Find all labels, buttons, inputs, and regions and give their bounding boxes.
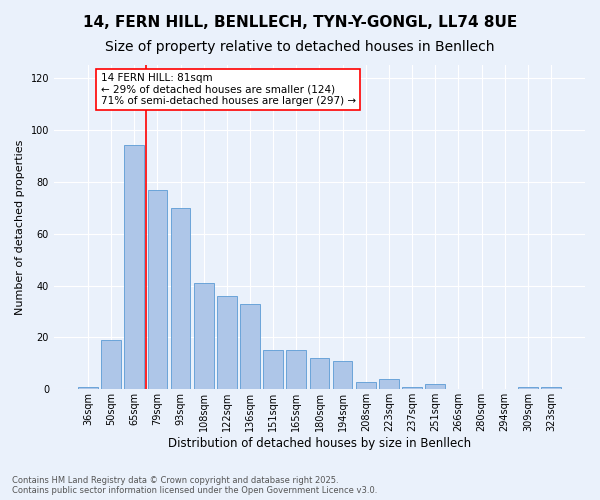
Bar (263, 350, 283, 390)
Bar (78, 386, 98, 390)
Y-axis label: Number of detached properties: Number of detached properties (15, 140, 25, 315)
Bar (194, 283, 214, 390)
X-axis label: Distribution of detached houses by size in Benllech: Distribution of detached houses by size … (168, 437, 471, 450)
Bar (286, 350, 306, 390)
Bar (541, 386, 561, 390)
Bar (310, 358, 329, 390)
Bar (402, 386, 422, 390)
Text: 14 FERN HILL: 81sqm
← 29% of detached houses are smaller (124)
71% of semi-detac: 14 FERN HILL: 81sqm ← 29% of detached ho… (101, 73, 356, 106)
Bar (240, 304, 260, 390)
Bar (518, 386, 538, 390)
Bar (170, 208, 190, 390)
Bar (124, 146, 144, 390)
Text: Contains HM Land Registry data © Crown copyright and database right 2025.
Contai: Contains HM Land Registry data © Crown c… (12, 476, 377, 495)
Bar (333, 361, 352, 390)
Bar (356, 382, 376, 390)
Bar (101, 340, 121, 390)
Bar (425, 384, 445, 390)
Bar (379, 379, 399, 390)
Bar (217, 296, 236, 390)
Text: 14, FERN HILL, BENLLECH, TYN-Y-GONGL, LL74 8UE: 14, FERN HILL, BENLLECH, TYN-Y-GONGL, LL… (83, 15, 517, 30)
Text: Size of property relative to detached houses in Benllech: Size of property relative to detached ho… (105, 40, 495, 54)
Bar (148, 190, 167, 390)
